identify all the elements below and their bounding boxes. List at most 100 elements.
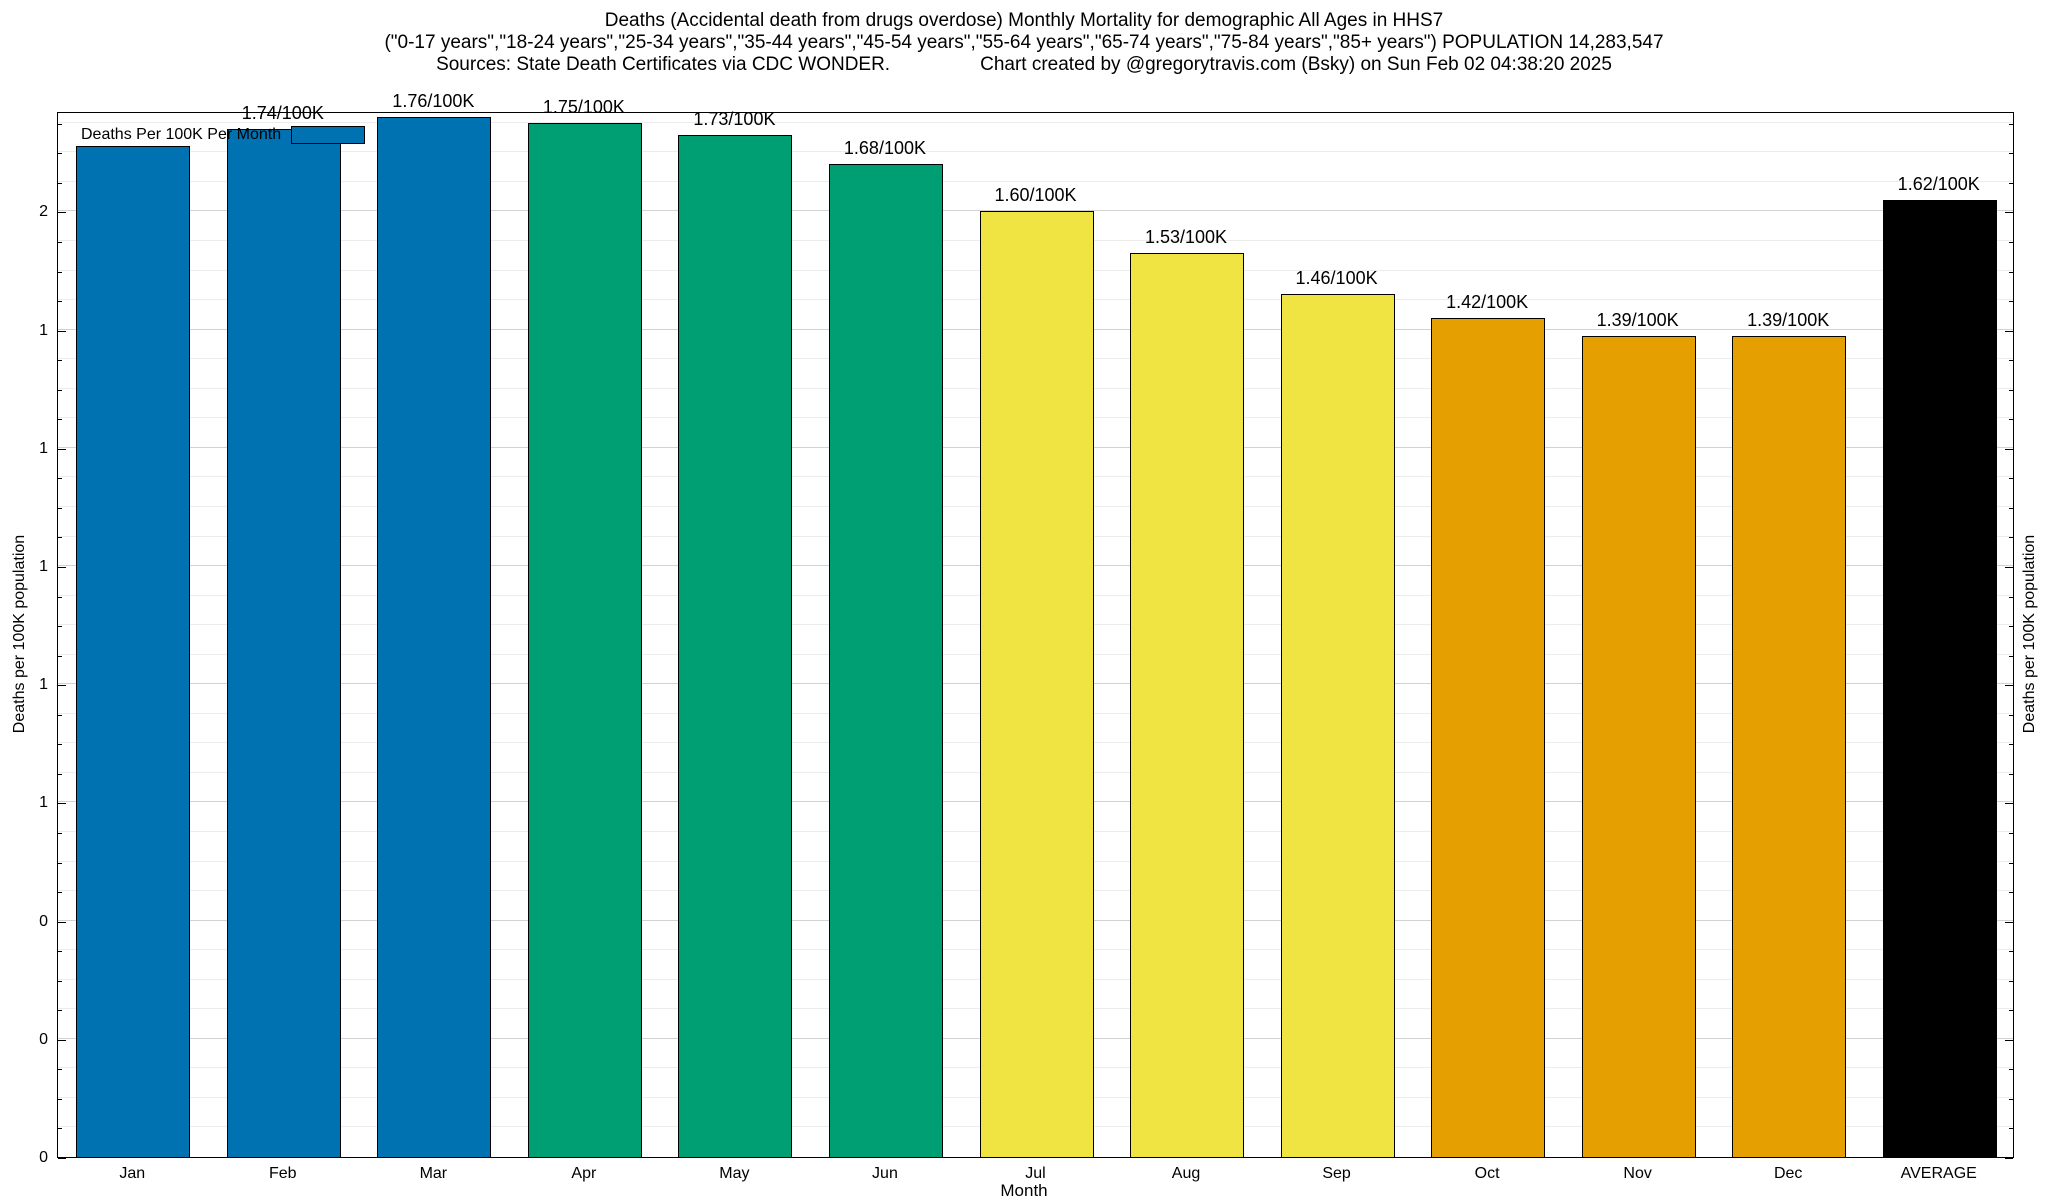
axis-minor-tick [2009,655,2013,657]
axis-minor-tick [2009,1098,2013,1100]
axis-minor-tick [58,360,62,362]
axis-major-tick [2005,567,2013,569]
bar-sep [1280,294,1395,1157]
bar-value-label: 1.62/100K [1897,173,1980,194]
bar-value-label: 1.46/100K [1295,268,1378,289]
axis-minor-tick [58,389,62,391]
axis-minor-tick [58,123,62,125]
axis-minor-tick [2009,301,2013,303]
axis-minor-tick [58,714,62,716]
x-tick-label: Aug [1171,1165,1201,1182]
bar-apr [527,122,642,1157]
gridline-major [58,210,2013,212]
bar-value-label: 1.39/100K [1747,309,1830,330]
axis-major-tick [58,1039,66,1041]
axis-minor-tick [2009,980,2013,982]
axis-major-tick [2005,330,2013,332]
x-tick-label: May [719,1165,750,1182]
axis-minor-tick [58,980,62,982]
axis-minor-tick [2009,389,2013,391]
x-tick-label: Sep [1322,1165,1351,1182]
axis-minor-tick [58,478,62,480]
axis-minor-tick [2009,744,2013,746]
title-block: Deaths (Accidental death from drugs over… [0,10,2048,76]
axis-minor-tick [58,1098,62,1100]
bar-value-label: 1.76/100K [392,90,475,111]
chart-subtitle-sources: Sources: State Death Certificates via CD… [0,54,2048,76]
axis-minor-tick [58,892,62,894]
x-tick-label: Jun [872,1165,898,1182]
gridline-minor [58,151,2013,153]
bar-mar [377,116,492,1157]
axis-minor-tick [2009,832,2013,834]
bar-value-label: 1.75/100K [542,96,625,117]
bar-average [1882,199,1997,1157]
axis-minor-tick [2009,1010,2013,1012]
x-tick-label: Jan [119,1165,146,1182]
y-tick-label: 1 [39,558,48,576]
x-tick-label: Jul [1025,1165,1046,1182]
axis-minor-tick [58,832,62,834]
axis-minor-tick [58,153,62,155]
axis-major-tick [58,448,66,450]
x-tick-label: Apr [571,1165,597,1182]
axis-minor-tick [2009,537,2013,539]
x-tick-label: Dec [1773,1165,1803,1182]
credit-text: Chart created by @gregorytravis.com (Bsk… [980,54,1612,75]
axis-minor-tick [58,301,62,303]
y-axis-label-right: Deaths per 100K population [2021,534,2038,734]
y-tick-label: 1 [39,321,48,339]
axis-major-tick [58,685,66,687]
axis-minor-tick [58,537,62,539]
axis-minor-tick [2009,626,2013,628]
axis-major-tick [58,567,66,569]
y-tick-label: 2 [39,203,48,221]
axis-minor-tick [58,271,62,273]
bar-value-label: 1.60/100K [994,185,1077,206]
axis-minor-tick [2009,773,2013,775]
axis-minor-tick [2009,596,2013,598]
x-tick-label: Mar [419,1165,448,1182]
chart-title: Deaths (Accidental death from drugs over… [604,10,1444,31]
axis-minor-tick [2009,123,2013,125]
x-tick-label: Nov [1623,1165,1652,1182]
axis-major-tick [2005,212,2013,214]
y-tick-label: 0 [39,1149,48,1166]
axis-minor-tick [2009,951,2013,953]
axis-major-tick [58,921,66,923]
axis-minor-tick [58,1128,62,1130]
legend-label: Deaths Per 100K Per Month [81,126,282,143]
axis-minor-tick [2009,478,2013,480]
axis-minor-tick [58,655,62,657]
axis-minor-tick [58,507,62,509]
axis-minor-tick [2009,714,2013,716]
bar-jul [979,211,1094,1157]
axis-minor-tick [58,773,62,775]
y-tick-label: 1 [39,794,48,812]
bar-value-label: 1.53/100K [1144,226,1228,247]
y-tick-label: 1 [39,676,48,694]
axis-minor-tick [2009,1128,2013,1130]
bar-feb [226,128,341,1157]
legend: Deaths Per 100K Per Month [81,126,366,144]
bar-value-label: 1.39/100K [1596,309,1679,330]
axis-major-tick [2005,685,2013,687]
axis-minor-tick [2009,1069,2013,1071]
bar-may [678,134,793,1157]
y-axis-label-left: Deaths per 100K population [11,534,28,734]
axis-major-tick [58,212,66,214]
y-tick-label: 0 [39,912,48,930]
axis-minor-tick [58,626,62,628]
axis-minor-tick [58,1069,62,1071]
bar-aug [1130,252,1245,1157]
axis-minor-tick [58,596,62,598]
gridline-minor [58,121,2013,123]
axis-major-tick [2005,448,2013,450]
bar-value-label: 1.68/100K [843,138,926,159]
gridline-minor [58,180,2013,182]
y-tick-label: 0 [39,1030,48,1048]
bar-value-label: 1.73/100K [693,108,776,129]
axis-minor-tick [2009,862,2013,864]
axis-major-tick [2005,803,2013,805]
